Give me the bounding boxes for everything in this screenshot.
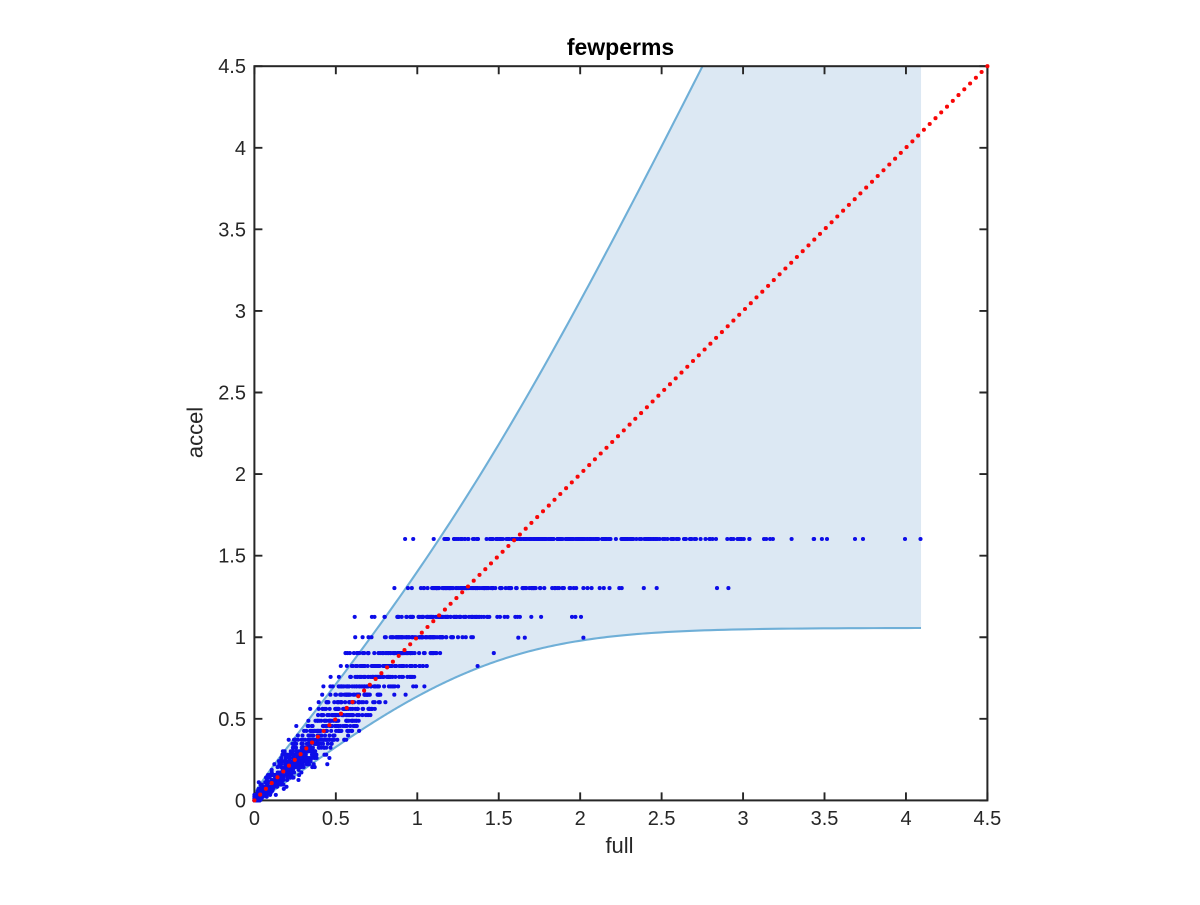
- svg-text:1.5: 1.5: [218, 546, 246, 568]
- svg-text:4: 4: [235, 138, 246, 160]
- svg-text:2: 2: [575, 808, 586, 830]
- svg-text:4: 4: [900, 808, 911, 830]
- svg-text:3.5: 3.5: [218, 219, 246, 241]
- svg-text:0: 0: [235, 790, 246, 812]
- svg-text:4.5: 4.5: [218, 56, 246, 78]
- svg-text:3.5: 3.5: [811, 808, 839, 830]
- svg-text:accel: accel: [183, 407, 208, 458]
- svg-text:2.5: 2.5: [648, 808, 676, 830]
- svg-text:4.5: 4.5: [973, 808, 1001, 830]
- svg-text:2: 2: [235, 464, 246, 486]
- svg-text:0: 0: [249, 808, 260, 830]
- svg-text:3: 3: [235, 301, 246, 323]
- svg-text:1: 1: [412, 808, 423, 830]
- svg-text:1: 1: [235, 627, 246, 649]
- svg-text:3: 3: [738, 808, 749, 830]
- svg-text:0.5: 0.5: [218, 709, 246, 731]
- svg-text:2.5: 2.5: [218, 383, 246, 405]
- svg-text:0.5: 0.5: [322, 808, 350, 830]
- svg-text:full: full: [605, 833, 633, 858]
- svg-text:fewperms: fewperms: [567, 34, 674, 60]
- svg-text:1.5: 1.5: [485, 808, 513, 830]
